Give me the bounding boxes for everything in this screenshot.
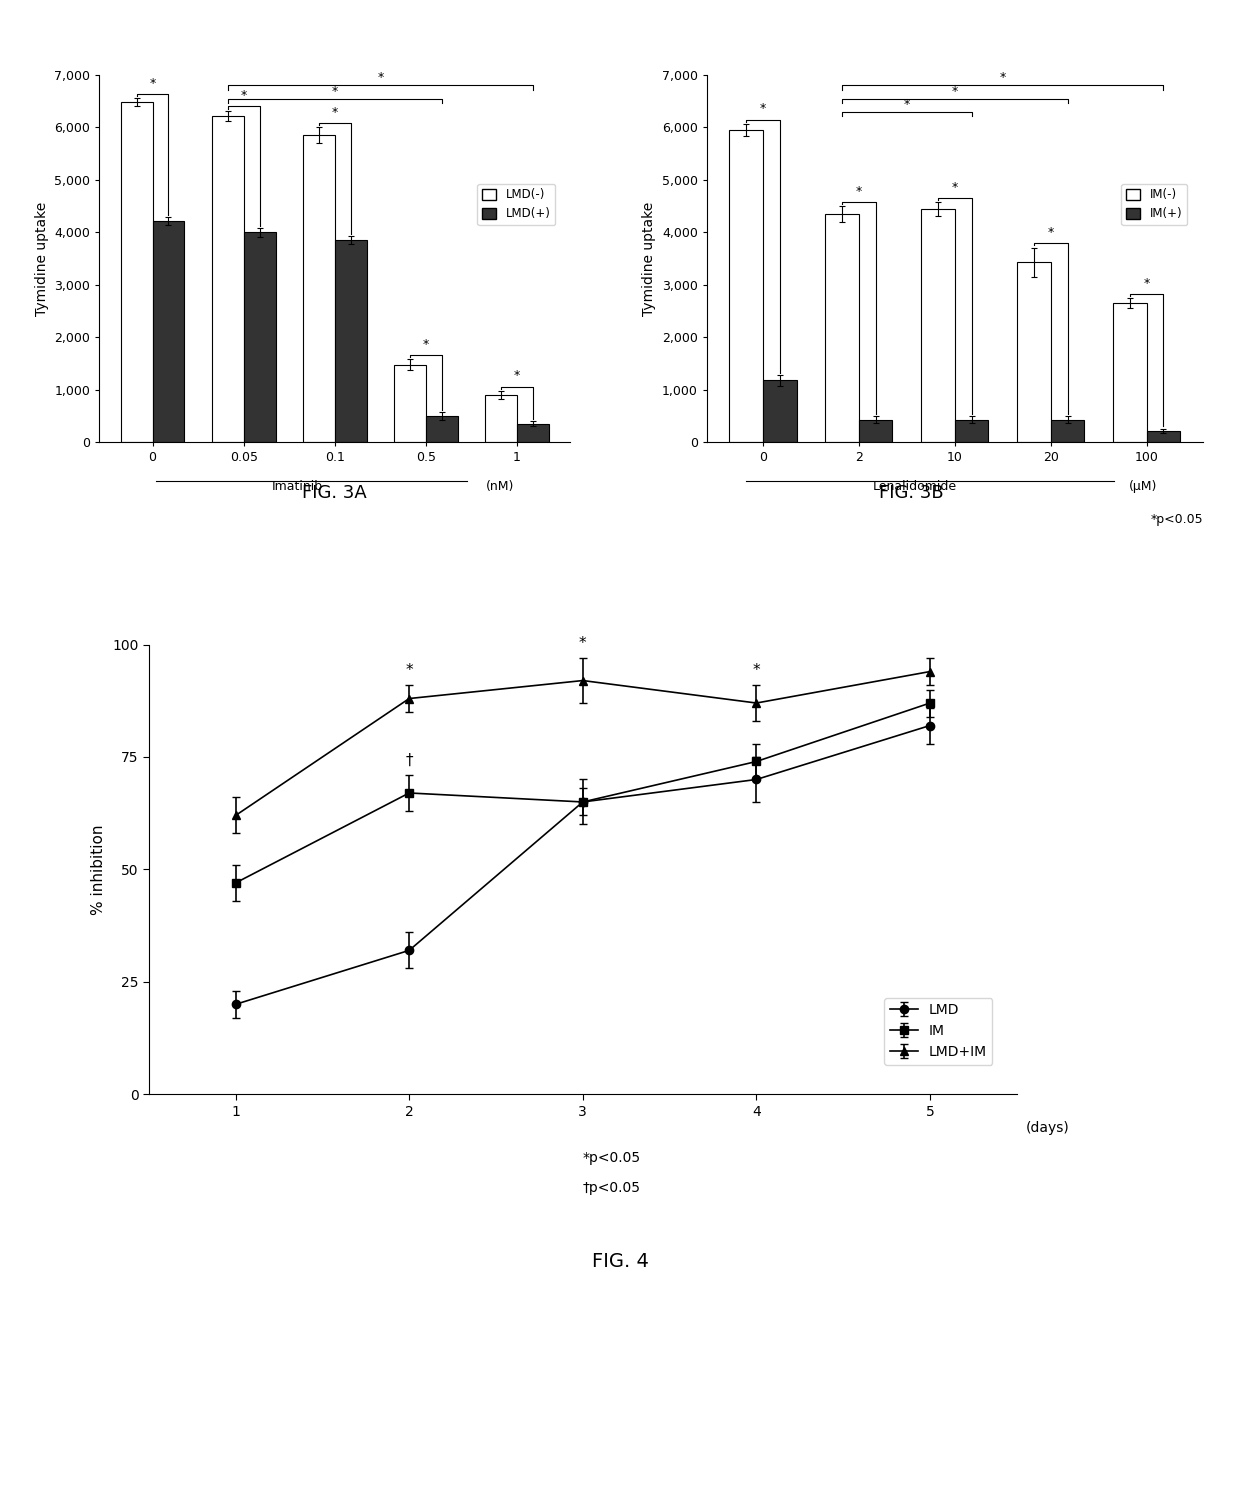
Bar <box>1017 262 1050 442</box>
Bar <box>1050 420 1084 442</box>
Bar <box>335 240 367 442</box>
Bar <box>212 115 243 442</box>
Bar <box>120 102 153 442</box>
Bar <box>485 396 517 442</box>
Bar <box>729 130 763 442</box>
Y-axis label: Tymidine uptake: Tymidine uptake <box>35 201 48 316</box>
Y-axis label: Tymidine uptake: Tymidine uptake <box>642 201 656 316</box>
Y-axis label: % inhibition: % inhibition <box>92 824 107 914</box>
Legend: IM(-), IM(+): IM(-), IM(+) <box>1121 184 1187 225</box>
Text: *p<0.05: *p<0.05 <box>583 1151 641 1165</box>
Text: *: * <box>149 76 156 90</box>
Bar <box>1114 303 1147 442</box>
Bar <box>1147 430 1180 442</box>
Text: Imatinib: Imatinib <box>272 480 322 493</box>
Bar <box>427 417 458 442</box>
Text: *: * <box>753 663 760 678</box>
Text: (nM): (nM) <box>486 480 513 493</box>
Text: *: * <box>951 180 959 193</box>
Legend: LMD, IM, LMD+IM: LMD, IM, LMD+IM <box>884 998 992 1064</box>
Bar <box>955 420 988 442</box>
Bar <box>394 364 427 442</box>
Bar <box>763 381 796 442</box>
Text: (days): (days) <box>1025 1121 1069 1135</box>
Text: *: * <box>513 369 521 382</box>
Text: *: * <box>856 184 862 198</box>
Text: *: * <box>951 84 959 97</box>
Text: *: * <box>423 337 429 351</box>
Bar <box>859 420 893 442</box>
Text: *: * <box>1143 276 1149 289</box>
Bar <box>153 220 185 442</box>
Text: *: * <box>331 84 339 97</box>
Text: *: * <box>904 97 910 111</box>
Text: (μM): (μM) <box>1130 480 1157 493</box>
Bar <box>303 135 335 442</box>
Text: *: * <box>331 106 339 118</box>
Text: *: * <box>999 72 1006 84</box>
Bar <box>517 424 549 442</box>
Text: *p<0.05: *p<0.05 <box>1151 513 1203 526</box>
Text: *: * <box>1048 226 1054 240</box>
Text: †: † <box>405 752 413 767</box>
Text: Lenalidomide: Lenalidomide <box>873 480 957 493</box>
Text: FIG. 3B: FIG. 3B <box>879 484 944 502</box>
Text: *: * <box>241 90 247 102</box>
Bar <box>826 214 859 442</box>
Legend: LMD(-), LMD(+): LMD(-), LMD(+) <box>477 184 556 225</box>
Text: FIG. 4: FIG. 4 <box>591 1252 649 1271</box>
Text: *: * <box>405 663 413 678</box>
Bar <box>921 208 955 442</box>
Text: *: * <box>579 636 587 651</box>
Text: *: * <box>760 102 766 115</box>
Text: *: * <box>377 72 383 84</box>
Text: FIG. 3A: FIG. 3A <box>303 484 367 502</box>
Text: †p<0.05: †p<0.05 <box>583 1181 641 1195</box>
Bar <box>243 232 275 442</box>
